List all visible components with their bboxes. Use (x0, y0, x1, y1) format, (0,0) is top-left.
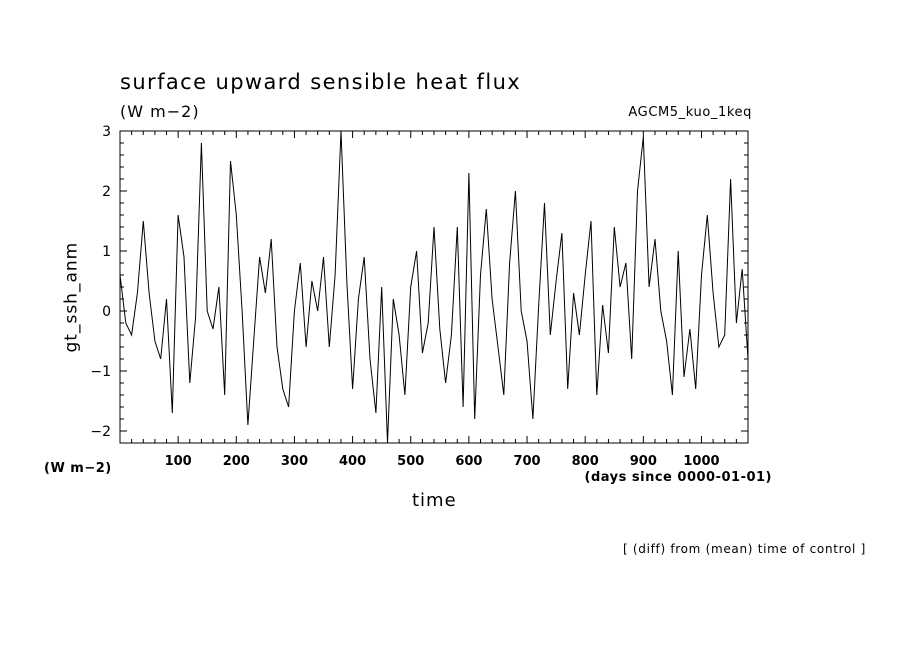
x-tick-label: 500 (397, 454, 424, 469)
y-tick-label: −1 (90, 364, 111, 380)
series-group (119, 130, 749, 444)
x-tick-label: 600 (455, 454, 482, 469)
tick-group: 100 200 300 400 500 600 700 800 900 1000 −2 −1 0 1 2 3 (90, 124, 748, 469)
y-tick-label: −2 (90, 424, 111, 440)
series-line (119, 130, 749, 444)
x-tick-label: 100 (165, 454, 192, 469)
chart-units: (W m−2) (120, 102, 200, 121)
y-tick-label: 1 (102, 244, 111, 260)
diff-note: [ (diff) from (mean) time of control ] (622, 542, 866, 556)
x-tick-label: 900 (630, 454, 657, 469)
x-axis-label: time (412, 490, 457, 511)
x-tick-label: 300 (281, 454, 308, 469)
plot-frame (119, 130, 749, 444)
chart-title: surface upward sensible heat flux (120, 70, 522, 94)
x-tick-label: 800 (572, 454, 599, 469)
y-units-label: (W m−2) (44, 461, 112, 476)
y-tick-label: 0 (102, 304, 111, 320)
x-tick-label: 200 (223, 454, 250, 469)
y-tick-label: 2 (102, 184, 111, 200)
x-units-label: (days since 0000-01-01) (584, 470, 772, 485)
x-tick-label: 700 (513, 454, 540, 469)
y-tick-label: 3 (102, 124, 111, 140)
x-tick-label: 1000 (683, 454, 719, 469)
experiment-label: AGCM5_kuo_1keq (628, 105, 752, 120)
x-tick-label: 400 (339, 454, 366, 469)
y-axis-label: gt_ssh_anm (61, 241, 82, 353)
